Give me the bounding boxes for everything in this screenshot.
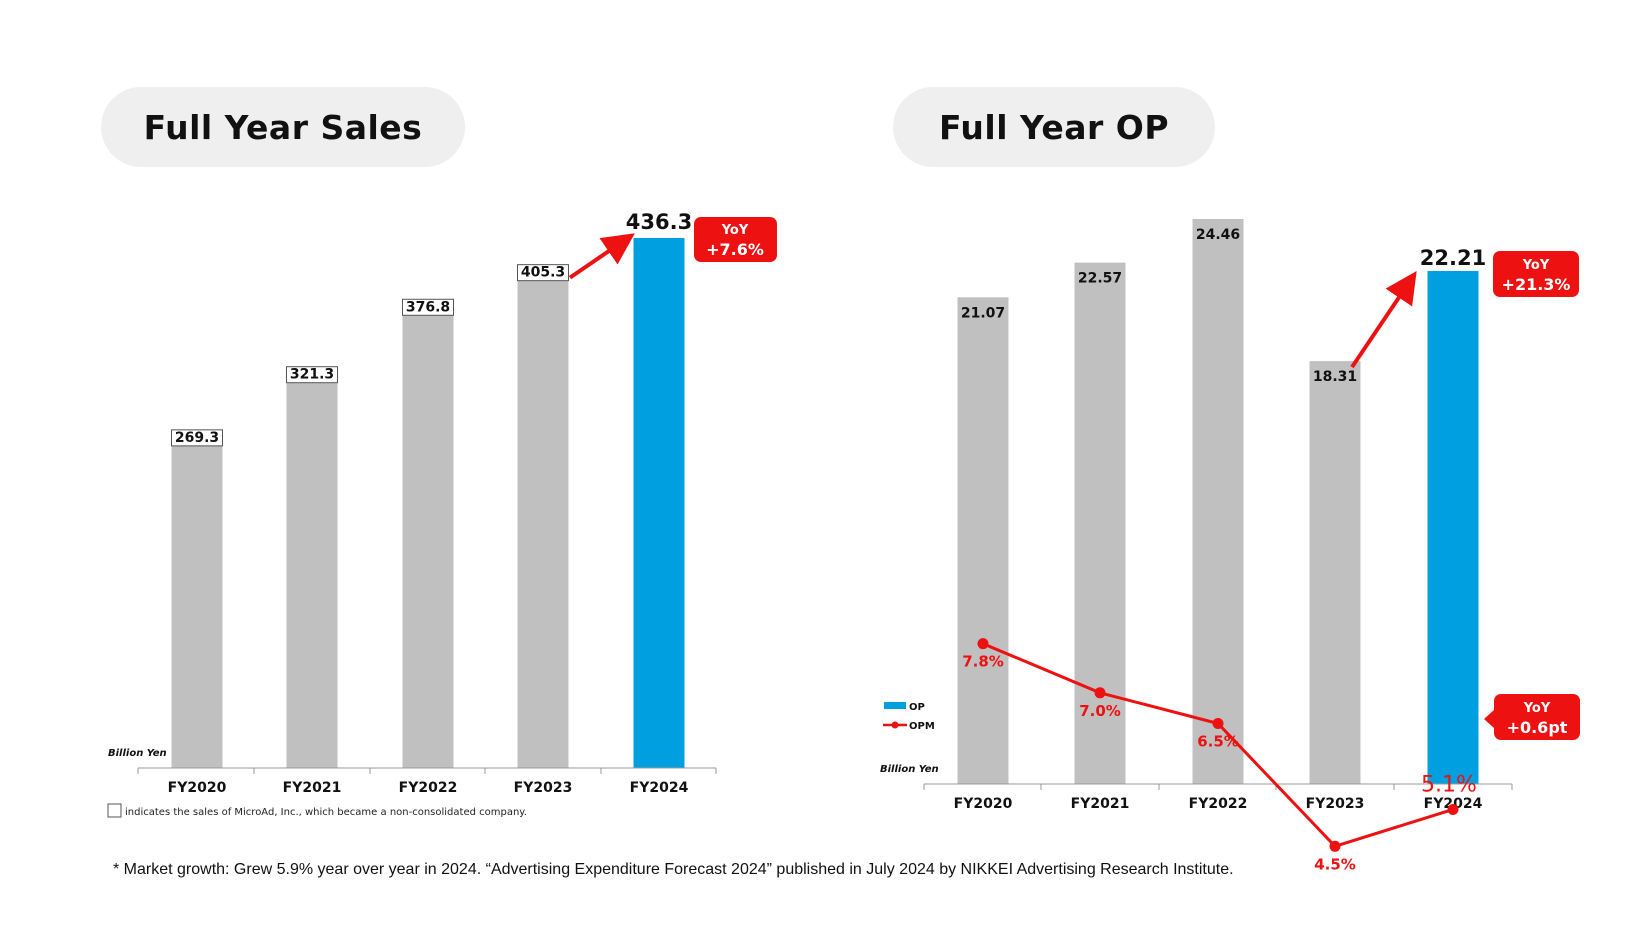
- sales-value-label: 321.3: [290, 367, 334, 383]
- op-bar-fy2023: [1309, 361, 1361, 784]
- opm-yoy-value: +0.6pt: [1507, 718, 1568, 737]
- opm-value-label: 7.0%: [1079, 702, 1121, 720]
- sales-value-label: 405.3: [521, 265, 565, 281]
- sales-value-label: 269.3: [175, 430, 219, 446]
- sales-category-label: FY2023: [514, 780, 573, 796]
- op-yoy-value: +21.3%: [1502, 275, 1571, 294]
- op-category-label: FY2021: [1071, 796, 1130, 812]
- op-category-label: FY2023: [1306, 796, 1365, 812]
- sales-bar-fy2023: [517, 275, 569, 768]
- op-yoy-callout: [1493, 251, 1579, 297]
- sales-microad-box: [517, 264, 569, 282]
- footnote: * Market growth: Grew 5.9% year over yea…: [113, 861, 1234, 878]
- sales-unit-label: Billion Yen: [108, 748, 167, 759]
- sales-bar-fy2022: [402, 310, 454, 768]
- sales-bar-fy2021: [286, 377, 338, 768]
- opm-point: [977, 638, 989, 650]
- sales-microad-box: [402, 298, 454, 316]
- opm-yoy-callout: [1494, 694, 1580, 740]
- sales-category-label: FY2021: [283, 780, 342, 796]
- sales-title: Full Year Sales: [143, 107, 423, 147]
- op-bar-fy2020: [957, 297, 1009, 784]
- op-value-label: 24.46: [1196, 227, 1240, 243]
- opm-point: [1094, 687, 1106, 699]
- op-legend-swatch: [884, 702, 906, 709]
- opm-value-label: 4.5%: [1314, 855, 1356, 873]
- op-yoy-label: YoY: [1522, 258, 1550, 273]
- opm-callout-pointer: [1484, 710, 1494, 728]
- op-growth-arrow: [1350, 271, 1417, 369]
- op-value-label: 22.57: [1078, 271, 1122, 287]
- sales-bar-fy2020: [171, 440, 223, 768]
- sales-category-label: FY2024: [630, 780, 689, 796]
- sales-yoy-callout: [694, 217, 777, 262]
- sales-growth-arrow: [568, 233, 635, 280]
- microad-note: indicates the sales of MicroAd, Inc., wh…: [125, 807, 527, 818]
- op-title: Full Year OP: [938, 107, 1170, 147]
- sales-yoy-value: +7.6%: [706, 240, 764, 259]
- opm-value-label: 7.8%: [962, 653, 1004, 671]
- sales-value-label: 436.3: [626, 210, 692, 234]
- opm-point: [1212, 718, 1224, 729]
- opm-legend-label: OPM: [909, 721, 935, 732]
- op-value-label: 22.21: [1420, 246, 1486, 270]
- opm-legend-marker: [891, 721, 899, 729]
- opm-yoy-label: YoY: [1523, 701, 1551, 716]
- op-unit-label: Billion Yen: [880, 764, 939, 775]
- opm-value-label: 5.1%: [1421, 772, 1477, 797]
- sales-category-label: FY2022: [399, 780, 458, 796]
- sales-category-label: FY2020: [168, 780, 227, 796]
- microad-legend-box: [107, 803, 122, 818]
- op-category-label: FY2022: [1189, 796, 1248, 812]
- opm-point: [1447, 803, 1459, 815]
- sales-title-pill: Full Year Sales: [101, 87, 465, 167]
- sales-microad-box: [286, 366, 338, 384]
- opm-value-label: 6.5%: [1197, 733, 1239, 751]
- sales-microad-box: [171, 429, 223, 447]
- op-bar-fy2024: [1427, 270, 1479, 784]
- op-value-label: 18.31: [1313, 369, 1357, 385]
- op-bar-fy2022: [1192, 219, 1244, 784]
- op-legend-label: OP: [909, 702, 925, 713]
- op-value-label: 21.07: [961, 305, 1005, 321]
- op-category-label: FY2020: [954, 796, 1013, 812]
- sales-value-label: 376.8: [406, 299, 450, 315]
- opm-point: [1329, 840, 1341, 852]
- op-title-pill: Full Year OP: [893, 87, 1215, 167]
- sales-yoy-label: YoY: [721, 223, 749, 238]
- sales-bar-fy2024: [633, 238, 685, 768]
